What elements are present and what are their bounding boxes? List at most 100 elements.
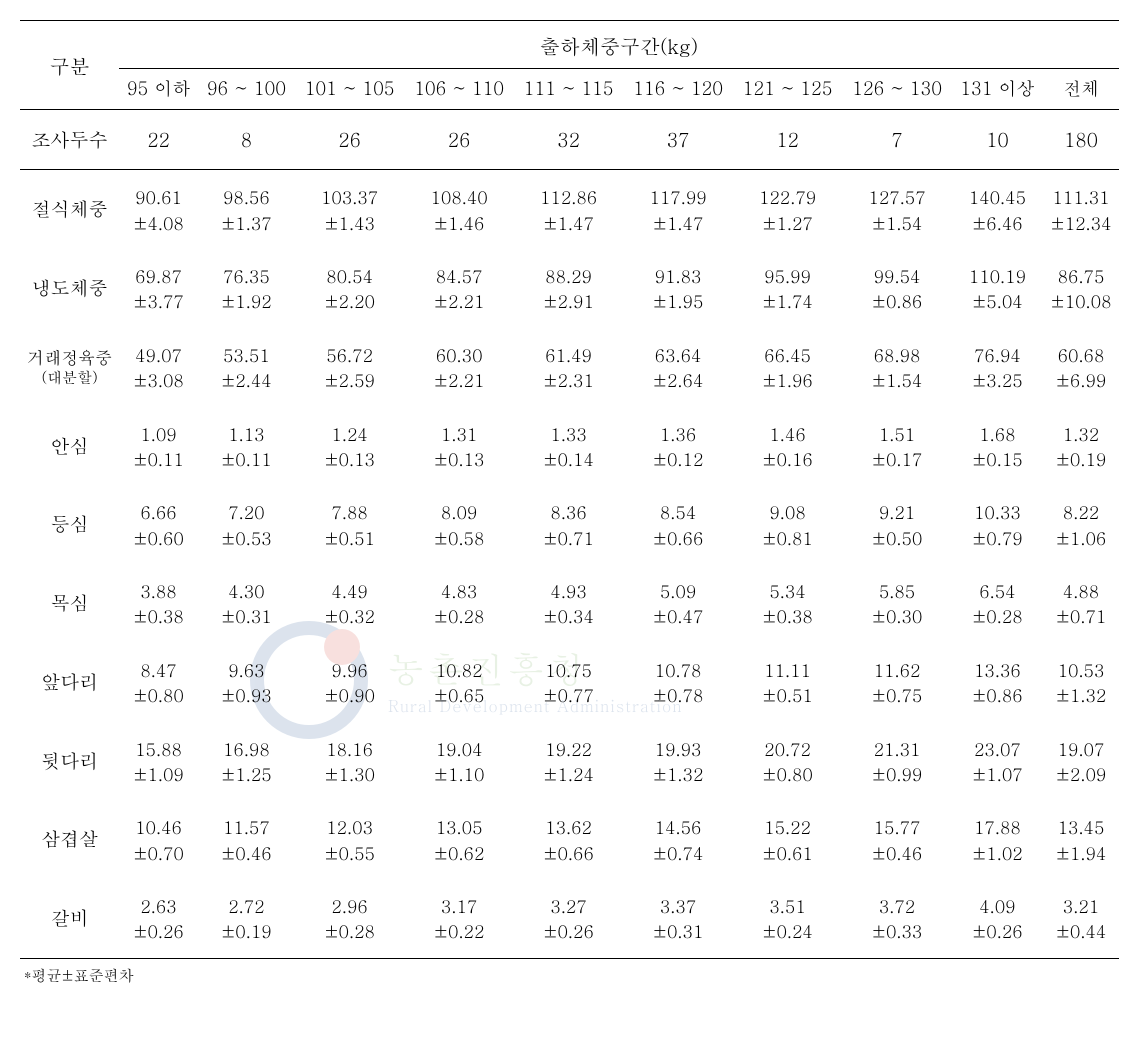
data-cell: 19.04±1.10 (404, 722, 513, 801)
data-cell: 19.07±2.09 (1043, 722, 1119, 801)
data-cell: 15.77±0.46 (842, 800, 951, 879)
col-header: 96 ~ 100 (198, 69, 295, 110)
spanning-header: 출하체중구간(kg) (119, 21, 1119, 69)
table-row: 냉도체중69.87±3.7776.35±1.9280.54±2.2084.57±… (20, 249, 1119, 328)
data-cell: 23.07±1.07 (952, 722, 1043, 801)
data-cell: 88.29±2.91 (514, 249, 623, 328)
data-cell: 4.30±0.31 (198, 564, 295, 643)
count-cell: 32 (514, 110, 623, 170)
col-header: 111 ~ 115 (514, 69, 623, 110)
data-cell: 6.54±0.28 (952, 564, 1043, 643)
table-row: 거래정육중(대분할)49.07±3.0853.51±2.4456.72±2.59… (20, 328, 1119, 407)
table-head: 구분 출하체중구간(kg) 95 이하 96 ~ 100 101 ~ 105 1… (20, 21, 1119, 110)
table-row: 등심6.66±0.607.20±0.537.88±0.518.09±0.588.… (20, 485, 1119, 564)
data-cell: 4.88±0.71 (1043, 564, 1119, 643)
row-label: 뒷다리 (20, 722, 119, 801)
data-cell: 10.46±0.70 (119, 800, 198, 879)
count-label: 조사두수 (20, 110, 119, 170)
data-cell: 49.07±3.08 (119, 328, 198, 407)
data-cell: 8.54±0.66 (623, 485, 732, 564)
data-cell: 6.66±0.60 (119, 485, 198, 564)
col-header: 101 ~ 105 (295, 69, 404, 110)
header-row-2: 95 이하 96 ~ 100 101 ~ 105 106 ~ 110 111 ~… (20, 69, 1119, 110)
data-cell: 13.36±0.86 (952, 643, 1043, 722)
data-cell: 8.36±0.71 (514, 485, 623, 564)
col-header: 131 이상 (952, 69, 1043, 110)
data-cell: 80.54±2.20 (295, 249, 404, 328)
data-cell: 21.31±0.99 (842, 722, 951, 801)
data-cell: 86.75±10.08 (1043, 249, 1119, 328)
table-row: 앞다리8.47±0.809.63±0.939.96±0.9010.82±0.65… (20, 643, 1119, 722)
count-cell: 10 (952, 110, 1043, 170)
data-cell: 63.64±2.64 (623, 328, 732, 407)
data-cell: 3.51±0.24 (733, 879, 842, 958)
count-row: 조사두수 22 8 26 26 32 37 12 7 10 180 (20, 110, 1119, 170)
data-cell: 84.57±2.21 (404, 249, 513, 328)
data-cell: 3.17±0.22 (404, 879, 513, 958)
row-label-sub: (대분할) (20, 368, 119, 388)
count-cell: 37 (623, 110, 732, 170)
count-cell: 8 (198, 110, 295, 170)
data-cell: 3.72±0.33 (842, 879, 951, 958)
data-cell: 17.88±1.02 (952, 800, 1043, 879)
data-cell: 8.22±1.06 (1043, 485, 1119, 564)
row-label: 앞다리 (20, 643, 119, 722)
data-cell: 4.83±0.28 (404, 564, 513, 643)
count-cell: 26 (404, 110, 513, 170)
data-table: 구분 출하체중구간(kg) 95 이하 96 ~ 100 101 ~ 105 1… (20, 20, 1119, 959)
data-cell: 5.09±0.47 (623, 564, 732, 643)
header-row-1: 구분 출하체중구간(kg) (20, 21, 1119, 69)
data-cell: 13.62±0.66 (514, 800, 623, 879)
data-cell: 1.46±0.16 (733, 407, 842, 486)
row-label: 냉도체중 (20, 249, 119, 328)
data-cell: 1.31±0.13 (404, 407, 513, 486)
data-cell: 5.34±0.38 (733, 564, 842, 643)
data-cell: 3.27±0.26 (514, 879, 623, 958)
data-cell: 3.21±0.44 (1043, 879, 1119, 958)
data-cell: 1.36±0.12 (623, 407, 732, 486)
data-cell: 13.45±1.94 (1043, 800, 1119, 879)
row-label: 삼겹살 (20, 800, 119, 879)
data-cell: 76.35±1.92 (198, 249, 295, 328)
count-cell: 7 (842, 110, 951, 170)
data-cell: 10.78±0.78 (623, 643, 732, 722)
data-cell: 1.68±0.15 (952, 407, 1043, 486)
data-cell: 4.93±0.34 (514, 564, 623, 643)
data-cell: 8.47±0.80 (119, 643, 198, 722)
data-cell: 20.72±0.80 (733, 722, 842, 801)
row-label: 절식체중 (20, 170, 119, 249)
data-cell: 8.09±0.58 (404, 485, 513, 564)
corner-label: 구분 (20, 21, 119, 110)
data-cell: 76.94±3.25 (952, 328, 1043, 407)
data-cell: 11.62±0.75 (842, 643, 951, 722)
data-cell: 1.09±0.11 (119, 407, 198, 486)
count-cell: 22 (119, 110, 198, 170)
count-cell: 180 (1043, 110, 1119, 170)
row-label: 거래정육중(대분할) (20, 328, 119, 407)
row-label: 갈비 (20, 879, 119, 958)
data-cell: 110.19±5.04 (952, 249, 1043, 328)
data-cell: 7.20±0.53 (198, 485, 295, 564)
data-cell: 2.63±0.26 (119, 879, 198, 958)
data-cell: 9.63±0.93 (198, 643, 295, 722)
data-cell: 60.30±2.21 (404, 328, 513, 407)
data-cell: 18.16±1.30 (295, 722, 404, 801)
row-label-main: 거래정육중 (27, 345, 112, 369)
footnote: *평균±표준편차 (20, 965, 1119, 986)
data-cell: 112.86±1.47 (514, 170, 623, 249)
data-cell: 127.57±1.54 (842, 170, 951, 249)
data-cell: 122.79±1.27 (733, 170, 842, 249)
data-cell: 19.93±1.32 (623, 722, 732, 801)
data-cell: 69.87±3.77 (119, 249, 198, 328)
data-cell: 9.96±0.90 (295, 643, 404, 722)
data-cell: 98.56±1.37 (198, 170, 295, 249)
table-row: 뒷다리15.88±1.0916.98±1.2518.16±1.3019.04±1… (20, 722, 1119, 801)
data-cell: 1.32±0.19 (1043, 407, 1119, 486)
data-cell: 11.57±0.46 (198, 800, 295, 879)
data-cell: 15.88±1.09 (119, 722, 198, 801)
row-label: 목심 (20, 564, 119, 643)
data-cell: 91.83±1.95 (623, 249, 732, 328)
data-cell: 10.82±0.65 (404, 643, 513, 722)
data-cell: 5.85±0.30 (842, 564, 951, 643)
data-cell: 61.49±2.31 (514, 328, 623, 407)
